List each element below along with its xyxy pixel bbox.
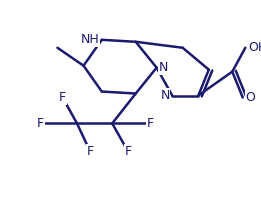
Text: F: F xyxy=(59,91,66,104)
Text: N: N xyxy=(160,89,170,102)
Text: O: O xyxy=(245,91,255,104)
Text: NH: NH xyxy=(80,33,99,46)
Text: F: F xyxy=(86,145,94,158)
Text: F: F xyxy=(37,117,44,130)
Text: OH: OH xyxy=(248,41,261,54)
Text: N: N xyxy=(159,61,169,74)
Text: F: F xyxy=(146,117,154,130)
Text: F: F xyxy=(124,145,132,158)
